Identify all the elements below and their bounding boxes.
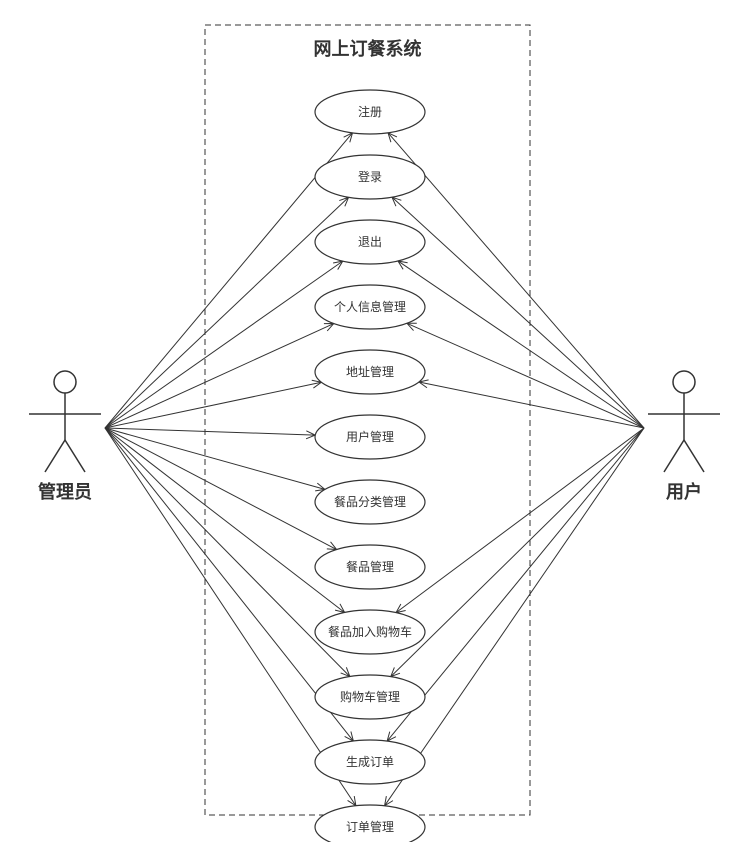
use-case-diagram: 网上订餐系统注册登录退出个人信息管理地址管理用户管理餐品分类管理餐品管理餐品加入… (0, 0, 742, 842)
use-case-label: 餐品管理 (346, 559, 394, 574)
actor-label: 用户 (666, 481, 702, 502)
use-case-label: 订单管理 (346, 819, 394, 834)
use-case-label: 用户管理 (346, 429, 394, 444)
use-case-label: 餐品分类管理 (334, 494, 406, 509)
use-case-label: 购物车管理 (340, 689, 400, 704)
use-case-label: 生成订单 (346, 755, 394, 769)
use-case-label: 注册 (358, 104, 382, 119)
use-case-label: 登录 (358, 169, 382, 184)
use-case-label: 餐品加入购物车 (328, 624, 412, 639)
boundary-title: 网上订餐系统 (314, 38, 422, 59)
actor-head-icon (673, 371, 695, 393)
actor-label: 管理员 (38, 481, 92, 502)
actor-head-icon (54, 371, 76, 393)
use-case-label: 地址管理 (346, 364, 394, 379)
use-case-label: 退出 (358, 235, 382, 249)
use-case-label: 个人信息管理 (334, 299, 406, 314)
